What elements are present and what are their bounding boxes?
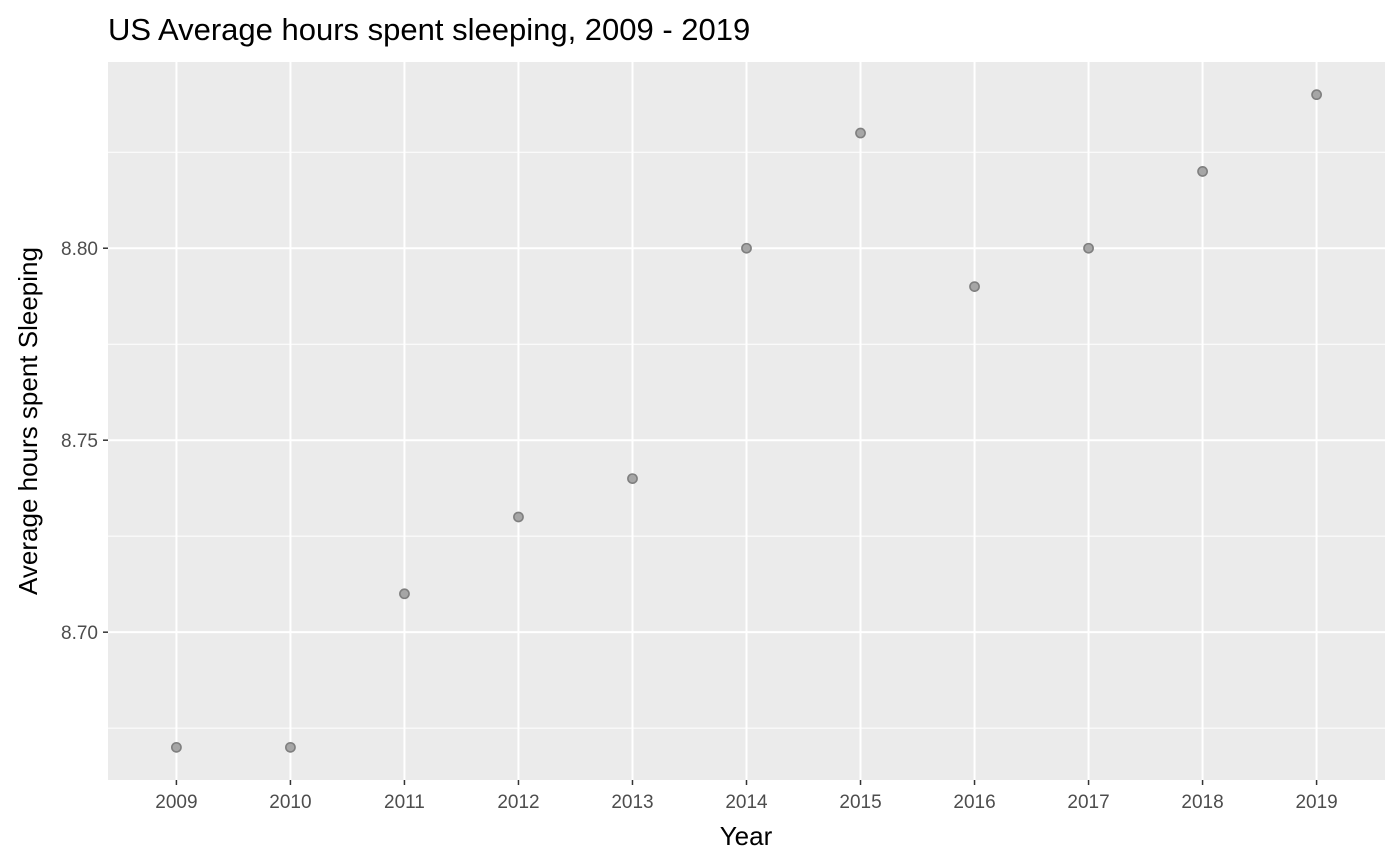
data-points bbox=[171, 89, 1322, 753]
x-tick-label: 2014 bbox=[725, 792, 768, 813]
x-axis-title: Year bbox=[720, 821, 773, 851]
x-tick-label: 2018 bbox=[1181, 792, 1223, 813]
data-point bbox=[855, 127, 866, 139]
x-tick-label: 2019 bbox=[1295, 792, 1337, 813]
data-point bbox=[1083, 242, 1094, 254]
y-tick-label: 8.70 bbox=[61, 623, 98, 644]
y-tick-label: 8.80 bbox=[61, 239, 98, 260]
data-point bbox=[399, 588, 410, 600]
data-point bbox=[171, 741, 182, 753]
data-point bbox=[627, 473, 638, 484]
x-tick-label: 2012 bbox=[497, 792, 539, 813]
data-point bbox=[741, 242, 752, 254]
y-axis-ticks: 8.70 8.75 8.80 bbox=[61, 239, 108, 644]
x-tick-label: 2016 bbox=[953, 792, 995, 813]
data-point bbox=[513, 511, 524, 523]
data-point bbox=[1197, 166, 1208, 177]
data-point bbox=[1311, 89, 1322, 101]
x-tick-label: 2015 bbox=[839, 792, 881, 813]
data-point bbox=[969, 281, 980, 293]
x-tick-label: 2017 bbox=[1067, 792, 1109, 813]
major-gridlines bbox=[108, 62, 1385, 780]
x-tick-label: 2010 bbox=[269, 792, 311, 813]
chart-title: US Average hours spent sleeping, 2009 - … bbox=[108, 12, 750, 47]
x-axis-ticks: 2009 2010 2011 2012 2013 2014 2015 2016 2017 2018… bbox=[155, 780, 1338, 813]
y-axis-title: Average hours spent Sleeping bbox=[13, 247, 43, 595]
y-tick-label: 8.75 bbox=[61, 431, 98, 452]
data-point bbox=[285, 741, 296, 753]
x-tick-label: 2013 bbox=[611, 792, 653, 813]
x-tick-label: 2009 bbox=[155, 792, 197, 813]
x-tick-label: 2011 bbox=[384, 792, 425, 813]
